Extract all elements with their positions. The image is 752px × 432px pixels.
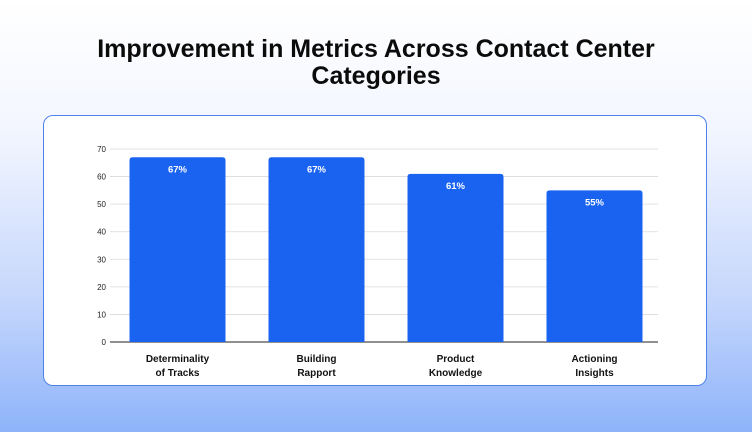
- x-axis-categories: Determinality of Tracks Building Rapport Pro…: [146, 354, 618, 379]
- y-tick-label: 30: [97, 255, 106, 264]
- y-tick-label: 70: [97, 145, 106, 154]
- bar: [129, 157, 226, 342]
- page-title-line-2: Categories: [311, 62, 441, 90]
- bar-data-label: 67%: [168, 164, 188, 175]
- y-tick-label: 40: [97, 228, 106, 237]
- bar: [268, 157, 365, 342]
- bar: [407, 173, 504, 342]
- y-tick-label: 0: [102, 338, 107, 347]
- page-title: Improvement in Metrics Across Contact Ce…: [0, 36, 752, 90]
- page-title-line-1: Improvement in Metrics Across Contact Ce…: [97, 35, 655, 63]
- bar-data-label: 67%: [307, 164, 327, 175]
- y-tick-label: 10: [97, 310, 106, 319]
- y-tick-label: 20: [97, 283, 106, 292]
- x-category-label: Building Rapport: [297, 354, 337, 379]
- y-tick-label: 50: [97, 200, 106, 209]
- bar-data-label: 55%: [585, 197, 605, 208]
- bar: [546, 190, 643, 342]
- bars: 67% 67% 61% 55%: [129, 157, 643, 342]
- y-tick-label: 60: [97, 173, 106, 182]
- y-axis-ticks: 0 10 20 30 40 50 60 70: [97, 145, 106, 347]
- x-category-label: Actioning Insights: [571, 354, 617, 379]
- x-category-label: Determinality of Tracks: [146, 354, 210, 379]
- bar-data-label: 61%: [446, 181, 466, 192]
- x-category-label: Product Knowledge: [429, 354, 483, 379]
